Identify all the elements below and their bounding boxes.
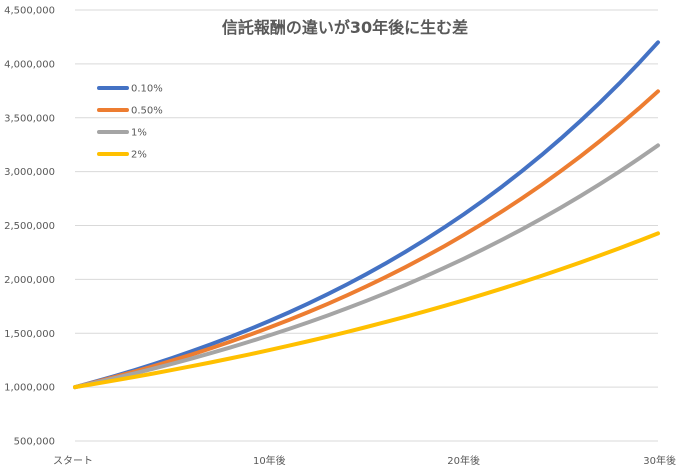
legend-label-3: 1% xyxy=(131,128,147,139)
y-axis: 500,000 1,000,000 1,500,000 2,000,000 2,500,… xyxy=(4,6,55,448)
chart-title: 信託報酬の違いが30年後に生む差 xyxy=(222,18,468,37)
x-tick-label: 30年後 xyxy=(643,454,676,467)
y-tick-label: 2,500,000 xyxy=(4,221,55,232)
x-axis: スタート 10年後 20年後 30年後 xyxy=(53,454,676,467)
series-line-3 xyxy=(73,143,660,390)
x-tick-label: 10年後 xyxy=(253,454,286,467)
x-tick-label: スタート xyxy=(53,455,93,467)
series-line-2 xyxy=(73,89,660,390)
y-tick-label: 3,000,000 xyxy=(4,167,55,178)
legend: 0.10% 0.50% 1% 2% xyxy=(97,84,163,161)
x-tick-label: 20年後 xyxy=(447,454,480,467)
series-line-1 xyxy=(73,40,660,390)
series-lines xyxy=(73,40,660,390)
legend-label-4: 2% xyxy=(131,150,147,161)
legend-label-2: 0.50% xyxy=(131,106,163,117)
series-line-4 xyxy=(73,231,660,390)
y-tick-label: 1,000,000 xyxy=(4,383,55,394)
y-tick-label: 3,500,000 xyxy=(4,113,55,124)
y-tick-label: 500,000 xyxy=(14,437,55,448)
y-tick-label: 1,500,000 xyxy=(4,329,55,340)
y-tick-label: 4,000,000 xyxy=(4,59,55,70)
gridlines xyxy=(75,9,658,442)
y-tick-label: 4,500,000 xyxy=(4,6,55,17)
legend-label-1: 0.10% xyxy=(131,84,163,95)
y-tick-label: 2,000,000 xyxy=(4,275,55,286)
